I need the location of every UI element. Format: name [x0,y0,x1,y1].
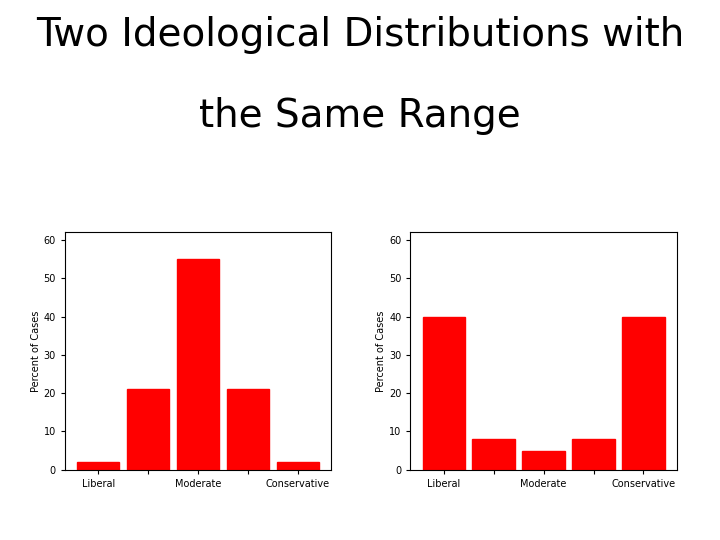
Bar [622,316,665,470]
Bar [276,462,319,470]
Bar [127,389,169,470]
Y-axis label: Percent of Cases: Percent of Cases [377,310,386,392]
Bar [227,389,269,470]
Bar [423,316,465,470]
Bar [177,259,219,470]
Bar [77,462,120,470]
Y-axis label: Percent of Cases: Percent of Cases [31,310,40,392]
Text: Two Ideological Distributions with: Two Ideological Distributions with [36,16,684,54]
Bar [523,451,564,470]
Text: the Same Range: the Same Range [199,97,521,135]
Bar [572,439,615,470]
Bar [472,439,515,470]
